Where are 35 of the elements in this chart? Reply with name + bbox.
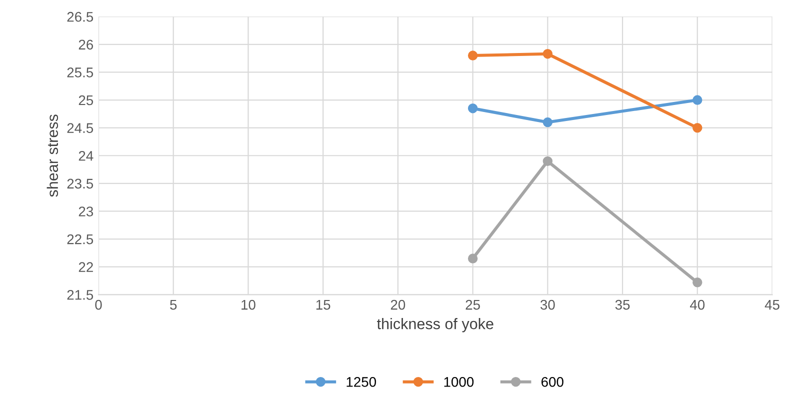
- y-tick-label: 25.5: [67, 68, 94, 78]
- point: [542, 156, 553, 166]
- point: [542, 117, 553, 128]
- y-tick-label: 25: [78, 95, 94, 106]
- y-tick-label: 26: [78, 40, 94, 50]
- point: [692, 95, 702, 105]
- y-tick-label: 24.5: [67, 123, 94, 133]
- point: [692, 122, 702, 133]
- point: [468, 254, 478, 264]
- x-tick-label: 20: [390, 300, 406, 310]
- x-tick-label: 0: [95, 300, 102, 310]
- x-tick-label: 30: [540, 300, 555, 310]
- point: [468, 50, 478, 60]
- x-tick-label: 5: [170, 300, 177, 310]
- y-tick-label: 22.5: [67, 234, 94, 244]
- x-tick-label: 40: [690, 300, 705, 310]
- legend-label: 1000: [444, 377, 474, 387]
- point: [542, 48, 553, 59]
- y-tick-label: 24: [78, 150, 94, 161]
- legend-label: 1250: [346, 377, 376, 387]
- y-tick-label: 23: [78, 206, 94, 216]
- y-tick-label: 22: [78, 262, 93, 272]
- x-tick-label: 15: [316, 300, 330, 310]
- y-axis-title: shear stress: [46, 114, 58, 197]
- x-tick-label: 10: [242, 300, 256, 310]
- legend-label: 600: [541, 377, 564, 387]
- x-axis-title: thickness of yoke: [377, 318, 494, 332]
- y-tick-label: 21.5: [67, 290, 94, 300]
- x-tick-label: 25: [466, 300, 480, 310]
- point: [468, 103, 478, 114]
- y-tick-label: 23.5: [67, 178, 94, 189]
- x-tick-label: 45: [764, 300, 780, 310]
- x-tick-label: 35: [615, 300, 630, 310]
- y-tick-label: 26.5: [67, 12, 94, 22]
- point: [692, 278, 702, 288]
